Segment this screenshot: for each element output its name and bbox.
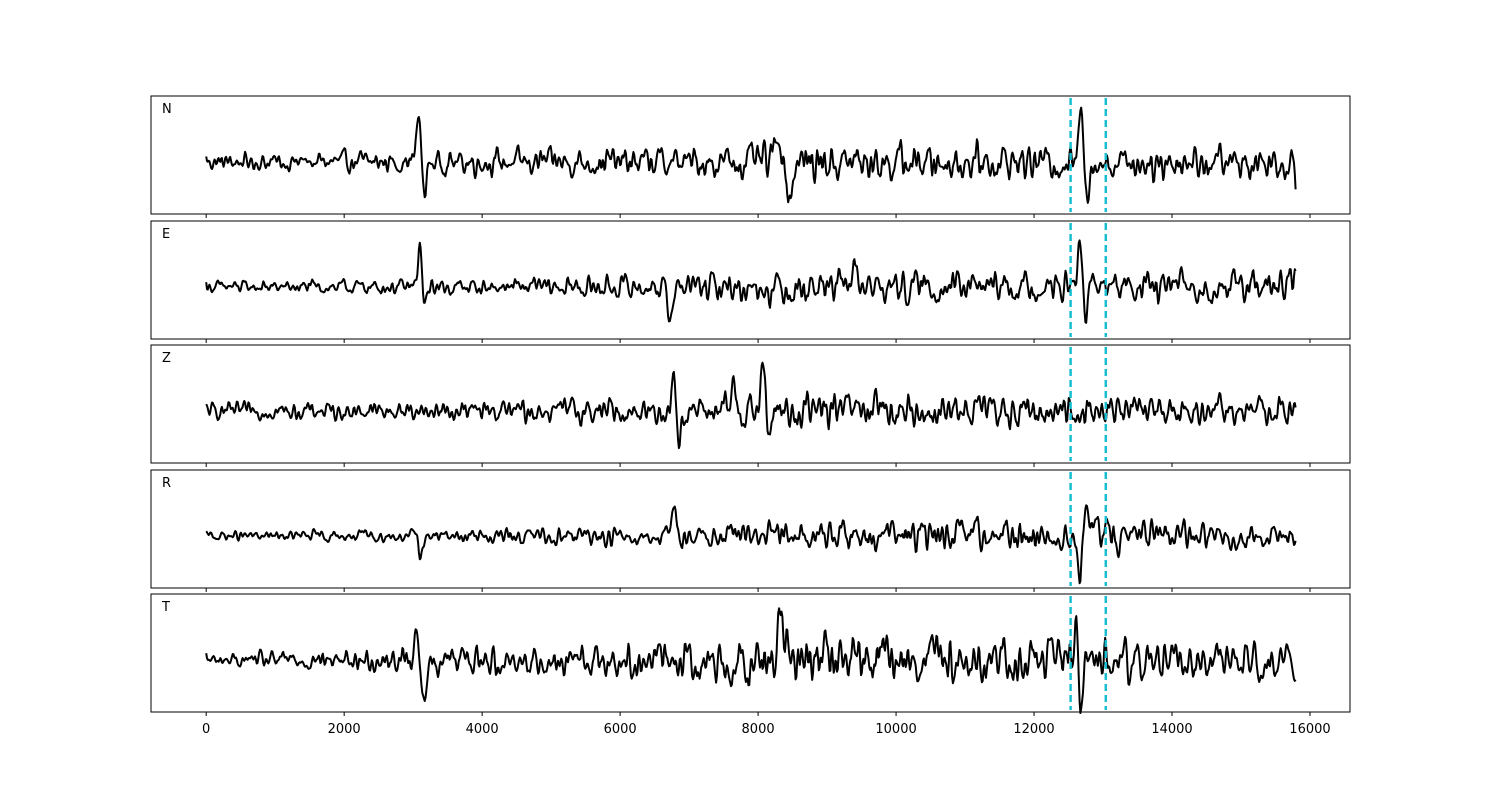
- trace-t: [205, 607, 1297, 714]
- panel-t: T: [150, 593, 1351, 716]
- panel-label: Z: [162, 351, 171, 366]
- x-axis: 0 2000 4000 6000 8000 10000 12000 14000 16000: [202, 722, 1331, 737]
- panel-n: N: [150, 95, 1351, 218]
- panel-frame: [150, 593, 1351, 713]
- trace-n: [205, 106, 1297, 204]
- panel-frame: [150, 220, 1351, 340]
- panel-frame: [150, 95, 1351, 215]
- x-tick-label: 14000: [1151, 722, 1192, 737]
- panel-label: N: [162, 102, 172, 117]
- x-tick-label: 8000: [742, 722, 775, 737]
- panel-z: Z: [150, 344, 1351, 467]
- trace-r: [205, 504, 1297, 585]
- x-tick-label: 10000: [875, 722, 916, 737]
- x-tick-label: 0: [202, 722, 210, 737]
- x-tick-label: 4000: [466, 722, 499, 737]
- panel-frame: [150, 344, 1351, 464]
- x-tick-label: 6000: [604, 722, 637, 737]
- panels-group: N E Z R T: [150, 95, 1351, 716]
- x-tick-label: 2000: [328, 722, 361, 737]
- panel-label: T: [161, 600, 170, 615]
- panel-e: E: [150, 220, 1351, 343]
- panel-frame: [150, 469, 1351, 589]
- trace-e: [205, 239, 1297, 324]
- panel-r: R: [150, 469, 1351, 592]
- x-tick-label: 16000: [1289, 722, 1330, 737]
- panel-label: R: [162, 476, 171, 491]
- trace-z: [205, 361, 1297, 450]
- panel-label: E: [162, 227, 170, 242]
- x-tick-label: 12000: [1013, 722, 1054, 737]
